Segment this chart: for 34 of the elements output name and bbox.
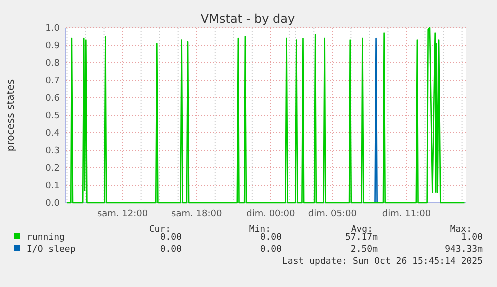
y-tick-label: 0.3 <box>46 146 60 156</box>
y-tick-label: 0.5 <box>46 111 60 122</box>
legend-label: running <box>27 233 65 243</box>
x-tick-label: sam. 12:00 <box>97 209 148 220</box>
text: Cur: <box>149 225 171 235</box>
text: 1.00 <box>461 233 483 243</box>
text: 0.00 <box>260 245 282 255</box>
text: 57.17m <box>345 233 378 243</box>
text: Last update: Sun Oct 26 15:45:14 2025 <box>282 257 483 267</box>
line-series <box>66 27 466 204</box>
text: Max: <box>450 225 472 235</box>
x-tick-label: dim. 11:00 <box>382 209 432 220</box>
x-tick-label: dim. 00:00 <box>246 209 296 220</box>
text: Min: <box>249 225 271 235</box>
y-tick-label: 0.0 <box>46 198 60 209</box>
y-tick-label: 0.1 <box>46 181 60 192</box>
chart-title: VMstat - by day <box>200 12 296 26</box>
y-tick-label: 0.6 <box>46 94 60 104</box>
text: 943.33m <box>445 245 483 255</box>
legend-label: I/O sleep <box>27 245 76 255</box>
text: Avg: <box>351 225 373 235</box>
x-tick-label: dim. 05:00 <box>308 209 358 220</box>
text: 0.00 <box>160 245 182 255</box>
y-tick-label: 0.9 <box>46 41 60 52</box>
text: 0.00 <box>260 233 282 243</box>
y-tick-label: 0.7 <box>46 76 60 86</box>
y-tick-label: 0.4 <box>46 128 60 139</box>
text: 2.50m <box>350 245 378 255</box>
y-tick-label: 0.2 <box>46 164 60 174</box>
y-axis-title: process states <box>6 79 17 152</box>
y-tick-label: 0.8 <box>46 58 60 69</box>
y-tick-label: 1.0 <box>46 24 60 34</box>
text: 0.00 <box>160 233 182 243</box>
x-tick-label: sam. 18:00 <box>172 209 222 220</box>
